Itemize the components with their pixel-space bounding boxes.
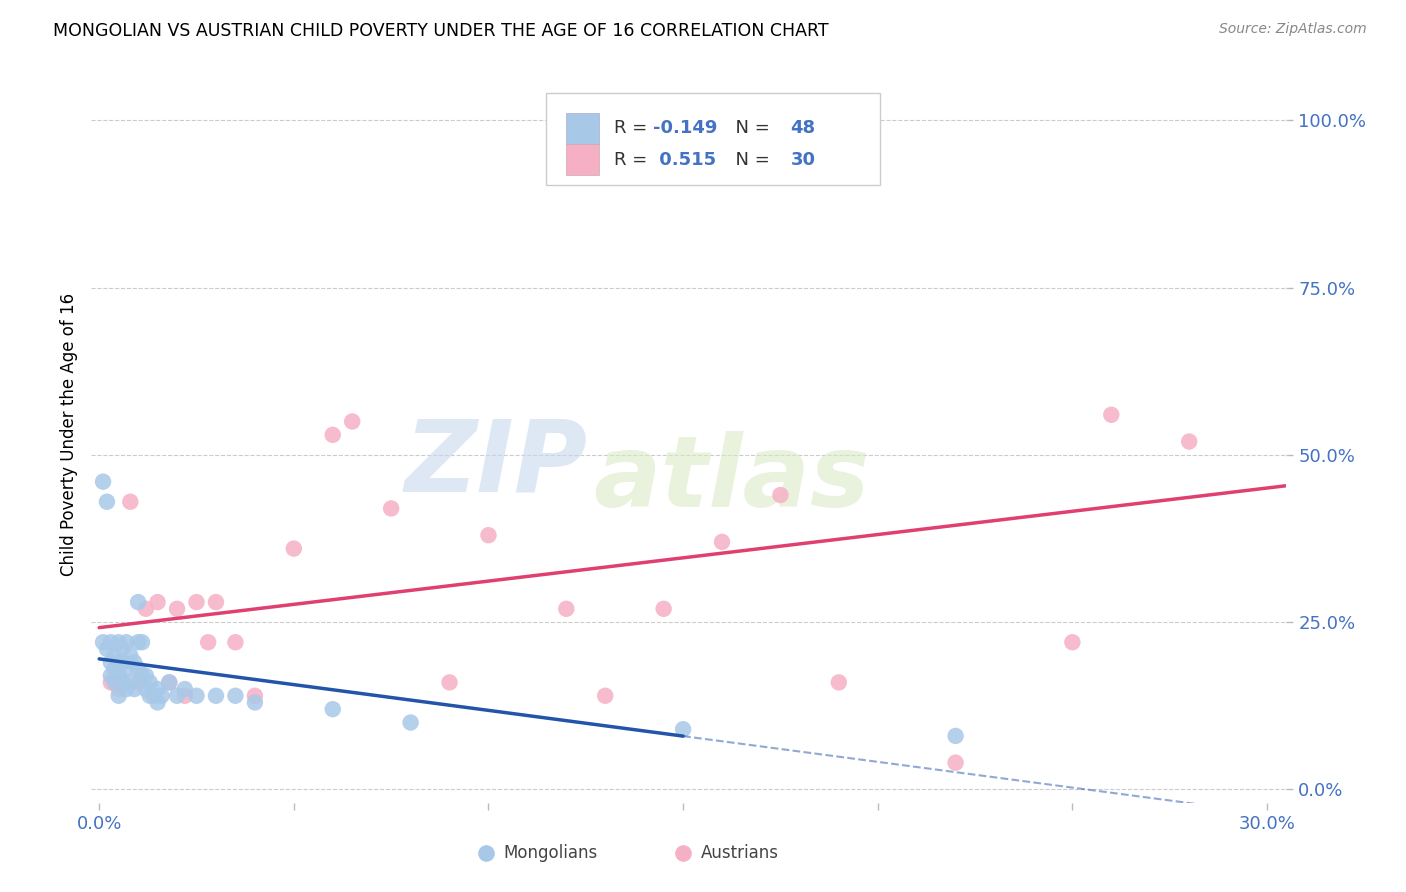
Text: R =: R =	[613, 151, 652, 169]
Point	[115, 681, 138, 696]
Point	[166, 689, 188, 703]
Point	[120, 494, 142, 508]
Point	[104, 648, 127, 663]
Text: N =: N =	[724, 120, 775, 137]
Point	[283, 541, 305, 556]
Point	[205, 595, 228, 609]
Point	[1178, 434, 1201, 449]
Point	[672, 723, 695, 737]
Text: atlas: atlas	[593, 431, 870, 527]
Point	[555, 601, 578, 615]
Point	[135, 681, 157, 696]
Point	[146, 595, 169, 609]
Text: Source: ZipAtlas.com: Source: ZipAtlas.com	[1219, 22, 1367, 37]
Point	[593, 689, 616, 703]
Point	[439, 675, 461, 690]
Point	[135, 669, 157, 683]
Point	[104, 675, 127, 690]
Point	[96, 642, 118, 657]
Point	[100, 635, 122, 649]
Text: MONGOLIAN VS AUSTRIAN CHILD POVERTY UNDER THE AGE OF 16 CORRELATION CHART: MONGOLIAN VS AUSTRIAN CHILD POVERTY UNDE…	[53, 22, 830, 40]
Point	[828, 675, 851, 690]
Point	[711, 534, 734, 549]
Point	[107, 669, 129, 683]
Point	[652, 601, 675, 615]
Text: Mongolians: Mongolians	[503, 844, 598, 862]
Point	[111, 642, 134, 657]
FancyBboxPatch shape	[546, 93, 880, 185]
Point	[173, 689, 195, 703]
Point	[135, 601, 157, 615]
Point	[1062, 635, 1084, 649]
Point	[139, 689, 162, 703]
Point	[146, 696, 169, 710]
Point	[100, 675, 122, 690]
Point	[127, 662, 149, 676]
Point	[127, 635, 149, 649]
Point	[127, 675, 149, 690]
Point	[100, 655, 122, 669]
Point	[1099, 408, 1122, 422]
Point	[380, 501, 402, 516]
Point	[122, 655, 145, 669]
Point	[120, 675, 142, 690]
Point	[111, 655, 134, 669]
Point	[107, 689, 129, 703]
Text: Austrians: Austrians	[700, 844, 779, 862]
Point	[477, 528, 499, 542]
Point	[96, 494, 118, 508]
Point	[131, 669, 153, 683]
FancyBboxPatch shape	[565, 145, 599, 175]
Point	[322, 427, 344, 442]
Point	[150, 689, 173, 703]
Text: ZIP: ZIP	[405, 416, 588, 513]
Point	[127, 595, 149, 609]
Text: N =: N =	[724, 151, 775, 169]
Point	[111, 675, 134, 690]
Text: 0.515: 0.515	[652, 151, 716, 169]
Point	[769, 488, 792, 502]
Point	[243, 689, 266, 703]
Point	[91, 475, 114, 489]
Point	[120, 648, 142, 663]
Point	[142, 689, 165, 703]
Text: 30: 30	[790, 151, 815, 169]
Point	[399, 715, 422, 730]
Point	[122, 681, 145, 696]
Point	[186, 689, 208, 703]
Point	[115, 662, 138, 676]
FancyBboxPatch shape	[565, 113, 599, 144]
Text: 48: 48	[790, 120, 815, 137]
Point	[139, 675, 162, 690]
Point	[131, 635, 153, 649]
Point	[157, 675, 180, 690]
Point	[173, 681, 195, 696]
Point	[945, 756, 967, 770]
Point	[104, 662, 127, 676]
Text: R =: R =	[613, 120, 652, 137]
Y-axis label: Child Poverty Under the Age of 16: Child Poverty Under the Age of 16	[59, 293, 77, 576]
Point	[107, 655, 129, 669]
Point	[186, 595, 208, 609]
Point	[1372, 828, 1395, 842]
Point	[322, 702, 344, 716]
Point	[342, 414, 364, 428]
Point	[146, 681, 169, 696]
Point	[197, 635, 219, 649]
Point	[243, 696, 266, 710]
Point	[157, 675, 180, 690]
Point	[166, 601, 188, 615]
Point	[91, 635, 114, 649]
Point	[107, 635, 129, 649]
Point	[846, 167, 869, 181]
Point	[205, 689, 228, 703]
Point	[100, 669, 122, 683]
Point	[115, 635, 138, 649]
Text: -0.149: -0.149	[652, 120, 717, 137]
Point	[107, 681, 129, 696]
Point	[224, 689, 246, 703]
Point	[224, 635, 246, 649]
Point	[945, 729, 967, 743]
